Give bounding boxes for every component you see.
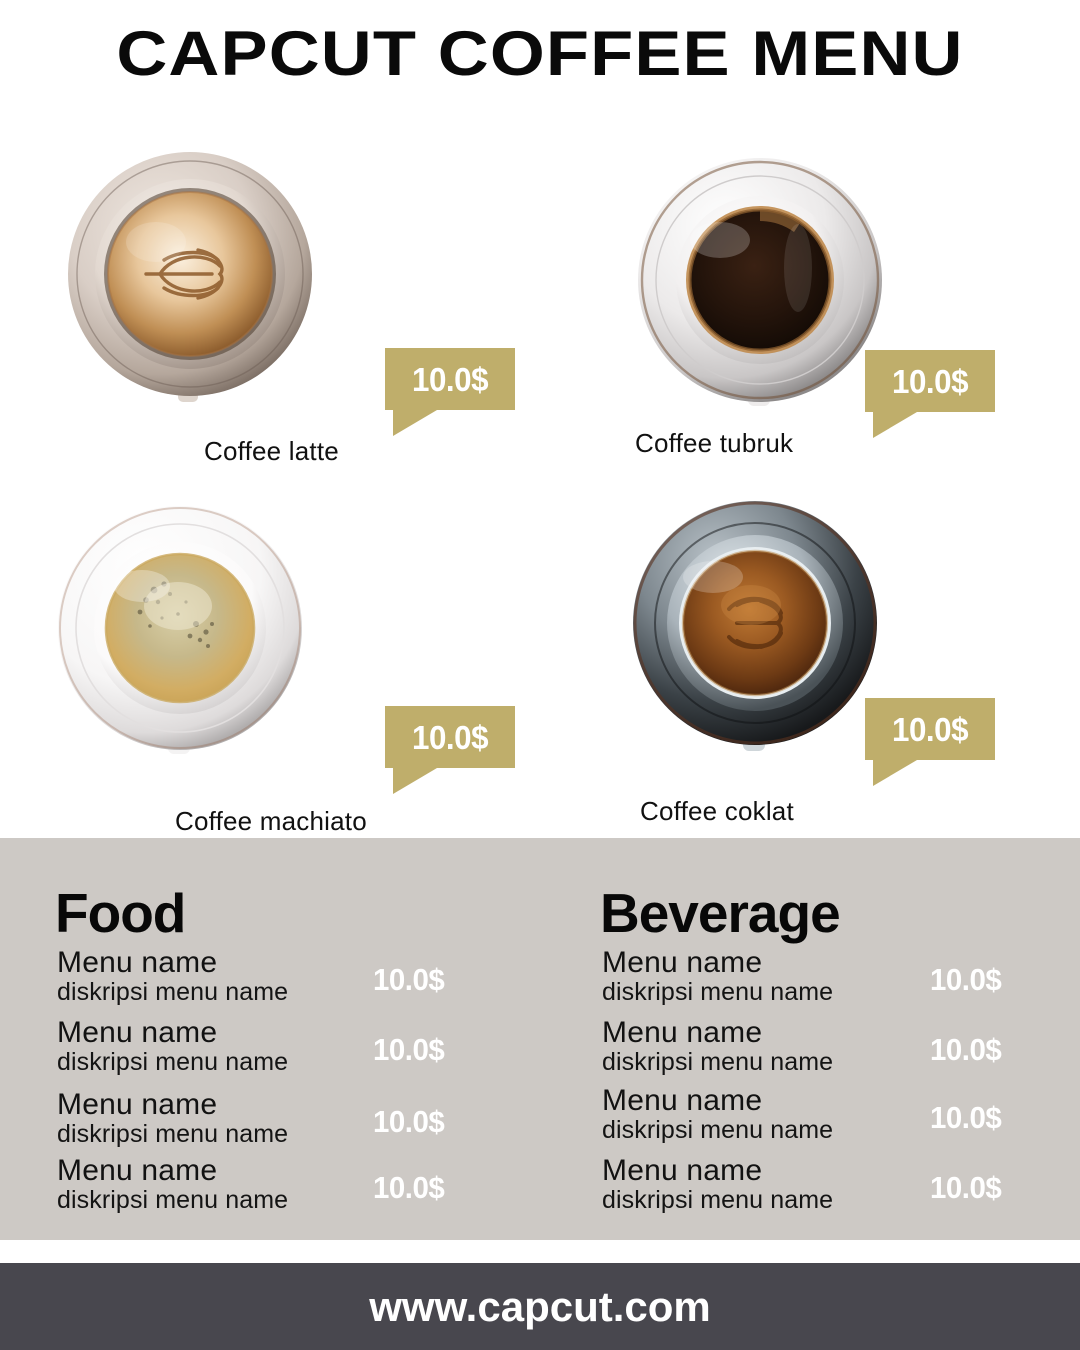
item-desc: diskripsi menu name — [57, 978, 289, 1006]
coffee-grid: 10.0$ Coffee latte — [0, 128, 1080, 838]
price-tag-tubruk: 10.0$ — [865, 350, 995, 438]
item-desc: diskripsi menu name — [57, 1120, 289, 1148]
item-price: 10.0$ — [930, 962, 1002, 997]
price-label: 10.0$ — [411, 360, 489, 398]
item-desc: diskripsi menu name — [602, 1186, 834, 1214]
list-item[interactable]: Menu name diskripsi menu name 10.0$ — [55, 1088, 535, 1158]
coffee-name-label: Coffee machiato — [175, 806, 367, 836]
item-desc: diskripsi menu name — [602, 1048, 834, 1076]
list-item[interactable]: Menu name diskripsi menu name 10.0$ — [600, 1016, 1080, 1086]
price-label: 10.0$ — [411, 718, 489, 756]
food-rows: Menu name diskripsi menu name 10.0$ Menu… — [55, 946, 535, 1224]
list-item[interactable]: Menu name diskripsi menu name 10.0$ — [600, 946, 1080, 1016]
coffee-cup-latte-icon — [60, 150, 320, 410]
price-tag-machiato: 10.0$ — [385, 706, 515, 794]
beverage-column: Beverage Menu name diskripsi menu name 1… — [600, 838, 1080, 1240]
coffee-card-tubruk[interactable]: 10.0$ Coffee tubruk — [545, 138, 1045, 488]
item-price: 10.0$ — [930, 1170, 1002, 1205]
item-price: 10.0$ — [930, 1100, 1002, 1135]
coffee-card-machiato[interactable]: 10.0$ Coffee machiato — [40, 496, 540, 846]
coffee-name-label: Coffee coklat — [640, 796, 794, 826]
coffee-cup-chocolate-icon — [625, 501, 885, 761]
item-desc: diskripsi menu name — [57, 1186, 289, 1214]
coffee-name-label: Coffee latte — [204, 436, 339, 466]
item-price: 10.0$ — [373, 1032, 445, 1067]
tag-tail — [393, 768, 437, 794]
item-name: Menu name — [57, 1016, 218, 1049]
list-item[interactable]: Menu name diskripsi menu name 10.0$ — [55, 1016, 535, 1086]
item-name: Menu name — [57, 1088, 218, 1121]
item-price: 10.0$ — [373, 962, 445, 997]
list-item[interactable]: Menu name diskripsi menu name 10.0$ — [600, 1154, 1080, 1224]
tag-tail — [873, 760, 917, 786]
page-title: CAPCUT COFFEE MENU — [116, 19, 964, 89]
menu-lists-panel: Food Menu name diskripsi menu name 10.0$… — [0, 838, 1080, 1240]
item-price: 10.0$ — [373, 1170, 445, 1205]
list-item[interactable]: Menu name diskripsi menu name 10.0$ — [55, 946, 535, 1016]
beverage-rows: Menu name diskripsi menu name 10.0$ Menu… — [600, 946, 1080, 1224]
tag-tail — [393, 410, 437, 436]
coffee-cup-machiato-icon — [50, 506, 310, 766]
footer-bar: www.capcut.com — [0, 1263, 1080, 1350]
item-price: 10.0$ — [373, 1104, 445, 1139]
list-item[interactable]: Menu name diskripsi menu name 10.0$ — [55, 1154, 535, 1224]
item-name: Menu name — [602, 946, 763, 979]
beverage-heading: Beverage — [600, 882, 841, 944]
coffee-card-latte[interactable]: 10.0$ Coffee latte — [40, 138, 540, 488]
food-heading: Food — [55, 882, 186, 944]
item-name: Menu name — [602, 1084, 763, 1117]
price-label: 10.0$ — [891, 710, 969, 748]
tag-tail — [873, 412, 917, 438]
coffee-name-label: Coffee tubruk — [635, 428, 794, 458]
item-name: Menu name — [602, 1016, 763, 1049]
item-name: Menu name — [57, 1154, 218, 1187]
item-desc: diskripsi menu name — [602, 978, 834, 1006]
item-desc: diskripsi menu name — [602, 1116, 834, 1144]
website-url[interactable]: www.capcut.com — [369, 1282, 711, 1330]
item-price: 10.0$ — [930, 1032, 1002, 1067]
price-tag-latte: 10.0$ — [385, 348, 515, 436]
item-name: Menu name — [602, 1154, 763, 1187]
coffee-cup-black-icon — [630, 158, 890, 418]
item-desc: diskripsi menu name — [57, 1048, 289, 1076]
price-label: 10.0$ — [891, 362, 969, 400]
item-name: Menu name — [57, 946, 218, 979]
list-item[interactable]: Menu name diskripsi menu name 10.0$ — [600, 1084, 1080, 1154]
price-tag-coklat: 10.0$ — [865, 698, 995, 786]
food-column: Food Menu name diskripsi menu name 10.0$… — [55, 838, 535, 1240]
coffee-card-coklat[interactable]: 10.0$ Coffee coklat — [545, 496, 1045, 846]
